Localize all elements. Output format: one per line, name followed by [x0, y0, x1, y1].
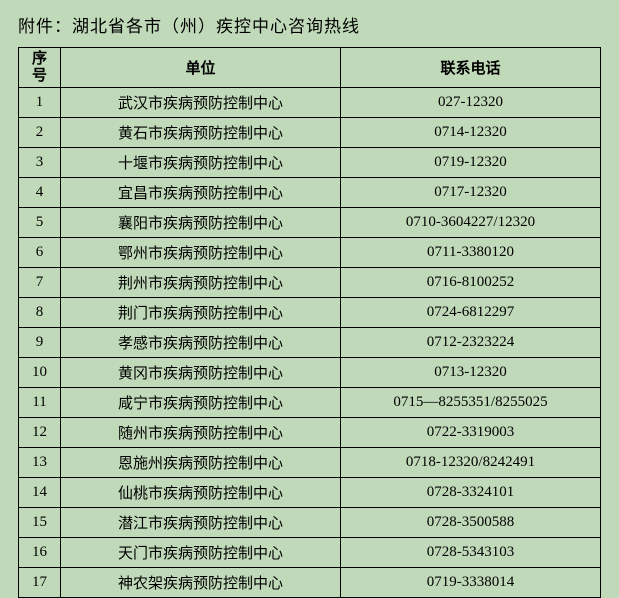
cell-seq: 6 — [19, 238, 61, 268]
cell-phone: 0719-3338014 — [341, 568, 601, 598]
table-row: 11咸宁市疾病预防控制中心0715—8255351/8255025 — [19, 388, 601, 418]
cell-unit: 荆州市疾病预防控制中心 — [61, 268, 341, 298]
header-unit: 单位 — [61, 48, 341, 88]
cell-unit: 咸宁市疾病预防控制中心 — [61, 388, 341, 418]
cell-seq: 1 — [19, 88, 61, 118]
cell-phone: 027-12320 — [341, 88, 601, 118]
cell-phone: 0717-12320 — [341, 178, 601, 208]
cell-unit: 鄂州市疾病预防控制中心 — [61, 238, 341, 268]
table-row: 17神农架疾病预防控制中心0719-3338014 — [19, 568, 601, 598]
hotline-table: 序号 单位 联系电话 1武汉市疾病预防控制中心027-123202黄石市疾病预防… — [18, 47, 601, 598]
cell-unit: 恩施州疾病预防控制中心 — [61, 448, 341, 478]
cell-seq: 13 — [19, 448, 61, 478]
table-row: 15潜江市疾病预防控制中心0728-3500588 — [19, 508, 601, 538]
cell-phone: 0719-12320 — [341, 148, 601, 178]
table-row: 13恩施州疾病预防控制中心0718-12320/8242491 — [19, 448, 601, 478]
cell-seq: 4 — [19, 178, 61, 208]
cell-seq: 12 — [19, 418, 61, 448]
table-row: 5襄阳市疾病预防控制中心0710-3604227/12320 — [19, 208, 601, 238]
cell-seq: 16 — [19, 538, 61, 568]
header-seq-text: 序号 — [21, 51, 58, 84]
cell-unit: 武汉市疾病预防控制中心 — [61, 88, 341, 118]
table-row: 2黄石市疾病预防控制中心0714-12320 — [19, 118, 601, 148]
table-row: 4宜昌市疾病预防控制中心0717-12320 — [19, 178, 601, 208]
table-row: 16天门市疾病预防控制中心0728-5343103 — [19, 538, 601, 568]
cell-phone: 0724-6812297 — [341, 298, 601, 328]
cell-unit: 仙桃市疾病预防控制中心 — [61, 478, 341, 508]
cell-phone: 0728-3500588 — [341, 508, 601, 538]
table-row: 10黄冈市疾病预防控制中心0713-12320 — [19, 358, 601, 388]
cell-unit: 神农架疾病预防控制中心 — [61, 568, 341, 598]
table-row: 1武汉市疾病预防控制中心027-12320 — [19, 88, 601, 118]
cell-phone: 0710-3604227/12320 — [341, 208, 601, 238]
cell-seq: 2 — [19, 118, 61, 148]
cell-seq: 9 — [19, 328, 61, 358]
cell-unit: 荆门市疾病预防控制中心 — [61, 298, 341, 328]
cell-unit: 十堰市疾病预防控制中心 — [61, 148, 341, 178]
cell-phone: 0718-12320/8242491 — [341, 448, 601, 478]
cell-phone: 0714-12320 — [341, 118, 601, 148]
cell-unit: 天门市疾病预防控制中心 — [61, 538, 341, 568]
table-row: 6鄂州市疾病预防控制中心0711-3380120 — [19, 238, 601, 268]
header-phone: 联系电话 — [341, 48, 601, 88]
cell-unit: 襄阳市疾病预防控制中心 — [61, 208, 341, 238]
cell-unit: 黄石市疾病预防控制中心 — [61, 118, 341, 148]
table-row: 12随州市疾病预防控制中心0722-3319003 — [19, 418, 601, 448]
table-row: 7荆州市疾病预防控制中心0716-8100252 — [19, 268, 601, 298]
cell-seq: 17 — [19, 568, 61, 598]
cell-unit: 黄冈市疾病预防控制中心 — [61, 358, 341, 388]
cell-phone: 0716-8100252 — [341, 268, 601, 298]
cell-phone: 0728-3324101 — [341, 478, 601, 508]
cell-unit: 宜昌市疾病预防控制中心 — [61, 178, 341, 208]
table-header-row: 序号 单位 联系电话 — [19, 48, 601, 88]
cell-seq: 8 — [19, 298, 61, 328]
cell-phone: 0715—8255351/8255025 — [341, 388, 601, 418]
header-seq: 序号 — [19, 48, 61, 88]
cell-phone: 0722-3319003 — [341, 418, 601, 448]
cell-seq: 10 — [19, 358, 61, 388]
cell-seq: 15 — [19, 508, 61, 538]
table-row: 8荆门市疾病预防控制中心0724-6812297 — [19, 298, 601, 328]
table-row: 14仙桃市疾病预防控制中心0728-3324101 — [19, 478, 601, 508]
table-row: 3十堰市疾病预防控制中心0719-12320 — [19, 148, 601, 178]
cell-phone: 0711-3380120 — [341, 238, 601, 268]
cell-phone: 0713-12320 — [341, 358, 601, 388]
cell-seq: 11 — [19, 388, 61, 418]
cell-phone: 0712-2323224 — [341, 328, 601, 358]
cell-phone: 0728-5343103 — [341, 538, 601, 568]
cell-unit: 潜江市疾病预防控制中心 — [61, 508, 341, 538]
cell-unit: 孝感市疾病预防控制中心 — [61, 328, 341, 358]
table-row: 9孝感市疾病预防控制中心0712-2323224 — [19, 328, 601, 358]
cell-seq: 7 — [19, 268, 61, 298]
attachment-title: 附件：湖北省各市（州）疾控中心咨询热线 — [18, 12, 601, 37]
cell-unit: 随州市疾病预防控制中心 — [61, 418, 341, 448]
cell-seq: 3 — [19, 148, 61, 178]
cell-seq: 5 — [19, 208, 61, 238]
cell-seq: 14 — [19, 478, 61, 508]
